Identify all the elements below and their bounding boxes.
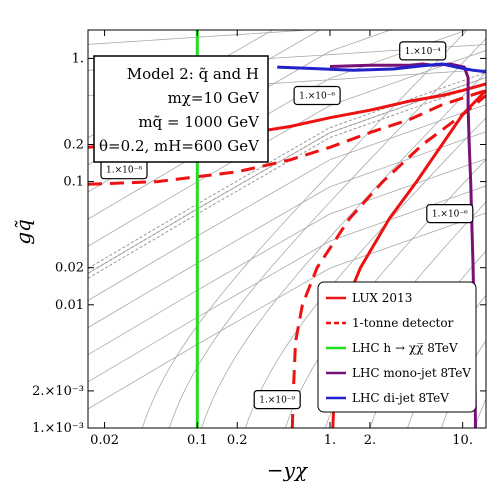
x-axis-title: −yχ (267, 458, 309, 482)
model-line-4: θ=0.2, mH=600 GeV (99, 137, 260, 155)
x-tick-label: 2. (364, 433, 376, 448)
y-tick-label: 0.2 (63, 138, 84, 153)
contour-line-rising (474, 397, 486, 428)
contour-line-rising (141, 30, 468, 428)
y-tick-label: 1.×10⁻³ (32, 421, 84, 436)
legend: LUX 2013 1-tonne detector LHC h → χχ̅ 8TeV… (317, 281, 477, 413)
legend-label: LHC di-jet 8TeV (352, 391, 449, 405)
contour-label: 1.×10⁻⁹ (259, 396, 295, 406)
contour-label-box (293, 85, 341, 106)
series-line-3-0 (329, 62, 477, 428)
contour-label-box (399, 41, 447, 61)
model-info-box: Model 2: q̃ and H mχ=10 GeV mq̃ = 1000 G… (93, 55, 269, 163)
model-line-2: mχ=10 GeV (168, 89, 261, 107)
y-axis-title: gq̃ (11, 219, 35, 245)
contour-line-rising (245, 117, 486, 428)
plot-frame (87, 29, 487, 429)
legend-label: LHC h → χχ̅ 8TeV (352, 341, 458, 355)
series-line-1-0 (88, 88, 486, 186)
contour-label-box (426, 204, 474, 224)
y-tick-label: 1. (72, 51, 84, 66)
contour-label-box (253, 390, 301, 410)
legend-frame (317, 281, 477, 413)
x-tick-label: 1. (324, 433, 336, 448)
contour-label: 1.×10⁻⁶ (299, 92, 335, 102)
contour-label: 1.×10⁻⁸ (106, 166, 142, 176)
y-tick-label: 2.×10⁻³ (32, 384, 84, 399)
model-box-frame (93, 55, 269, 163)
y-tick-label: 0.01 (55, 298, 84, 313)
legend-label: 1-tonne detector (352, 316, 454, 330)
series-line-4-0 (277, 62, 486, 74)
legend-label: LHC mono-jet 8TeV (352, 366, 471, 380)
contour-line-diagonal (88, 50, 486, 247)
legend-label: LUX 2013 (352, 291, 412, 305)
x-tick-label: 10. (452, 433, 473, 448)
contour-line-rising (201, 71, 486, 428)
axis-ticks: 0.02 0.1 0.2 1. 2. 10. 1.×10⁻³ 2.×10⁻³ 0.01 0.02 0… (32, 30, 486, 448)
model-line-3: mq̃ = 1000 GeV (138, 113, 260, 131)
contour-label: 1.×10⁻⁶ (432, 210, 468, 220)
contour-label: 1.×10⁻⁴ (405, 47, 441, 57)
y-tick-label: 0.02 (55, 261, 84, 276)
x-tick-label: 0.2 (227, 433, 248, 448)
contour-line-diagonal (88, 77, 486, 274)
x-tick-label: 0.02 (90, 433, 119, 448)
contour-line-diagonal (88, 30, 469, 220)
contour-line-upper (88, 30, 316, 45)
y-tick-label: 0.1 (63, 175, 84, 190)
x-tick-label: 0.1 (187, 433, 208, 448)
model-line-1: Model 2: q̃ and H (127, 65, 259, 83)
